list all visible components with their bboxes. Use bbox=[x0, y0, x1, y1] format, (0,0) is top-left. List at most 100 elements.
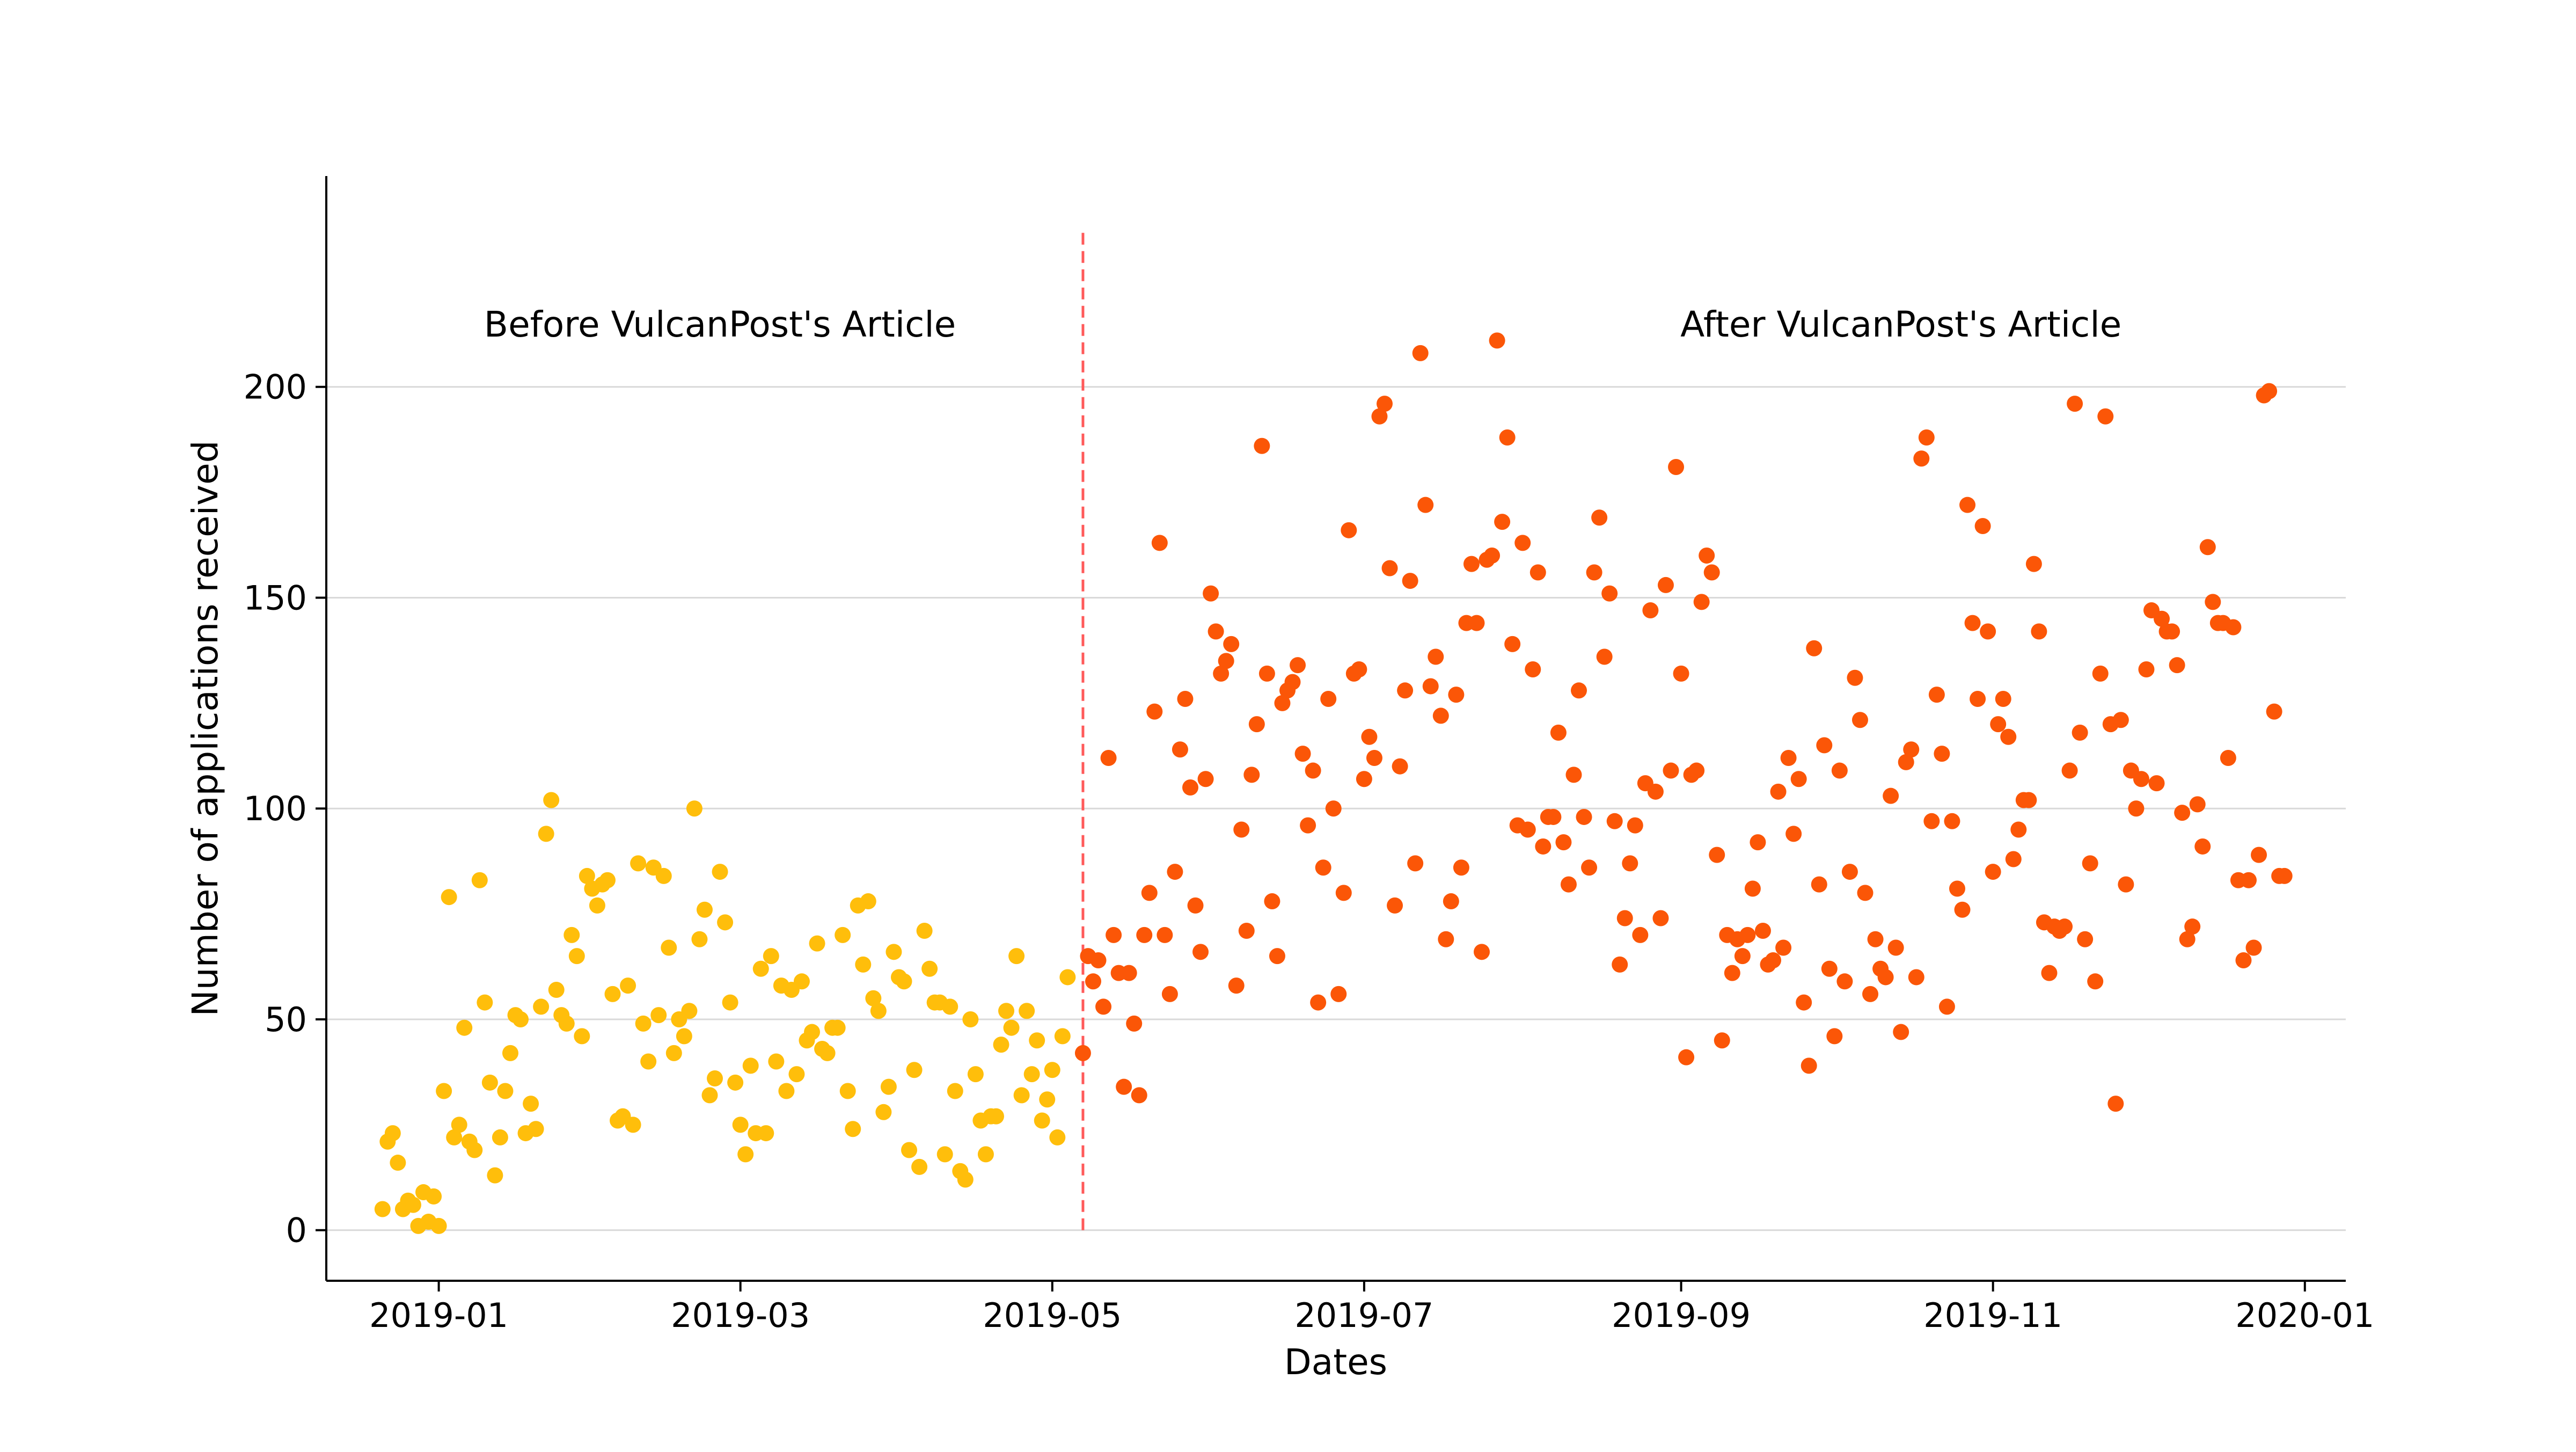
data-point-after bbox=[1223, 636, 1240, 652]
data-point-after bbox=[1893, 1024, 1909, 1040]
data-point-before bbox=[655, 867, 672, 884]
data-point-after bbox=[2184, 918, 2201, 935]
data-point-after bbox=[1126, 1015, 1143, 1032]
data-point-before bbox=[1054, 1028, 1071, 1045]
data-point-after bbox=[1622, 855, 1638, 872]
data-point-after bbox=[1903, 741, 1920, 758]
data-point-after bbox=[1412, 345, 1429, 361]
x-tick-label: 2019-05 bbox=[983, 1296, 1122, 1335]
data-point-before bbox=[947, 1083, 963, 1099]
data-point-before bbox=[696, 901, 713, 918]
data-point-before bbox=[497, 1083, 514, 1099]
data-point-after bbox=[2000, 728, 2017, 745]
data-point-after bbox=[1555, 834, 1572, 851]
data-point-after bbox=[1361, 728, 1378, 745]
data-point-after bbox=[2133, 771, 2149, 787]
data-point-after bbox=[1703, 564, 1720, 581]
data-point-before bbox=[778, 1083, 795, 1099]
data-point-before bbox=[426, 1188, 442, 1205]
data-point-after bbox=[1851, 712, 1868, 728]
data-point-after bbox=[1790, 771, 1807, 787]
data-point-after bbox=[1305, 762, 1321, 779]
data-point-after bbox=[1074, 1045, 1091, 1061]
data-point-after bbox=[2225, 619, 2242, 636]
data-point-after bbox=[1550, 724, 1567, 741]
data-point-before bbox=[599, 872, 616, 888]
data-point-before bbox=[589, 897, 605, 914]
data-point-before bbox=[763, 948, 779, 965]
data-point-before bbox=[620, 977, 636, 994]
data-point-before bbox=[1044, 1062, 1060, 1078]
data-point-before bbox=[752, 960, 769, 977]
data-point-after bbox=[1274, 695, 1291, 711]
data-point-after bbox=[1586, 564, 1602, 581]
data-point-after bbox=[1422, 678, 1439, 695]
data-point-before bbox=[661, 939, 677, 956]
data-point-after bbox=[2194, 838, 2211, 855]
data-point-after bbox=[1090, 952, 1107, 969]
data-point-after bbox=[1402, 573, 1418, 589]
data-point-after bbox=[1545, 808, 1562, 825]
data-point-after bbox=[1652, 910, 1669, 926]
data-point-before bbox=[788, 1066, 805, 1083]
annotation-before-article: Before VulcanPost's Article bbox=[484, 304, 956, 345]
data-point-before bbox=[707, 1070, 723, 1086]
data-point-before bbox=[523, 1096, 539, 1112]
data-point-before bbox=[855, 956, 872, 973]
data-point-after bbox=[1934, 746, 1950, 762]
data-point-before bbox=[384, 1125, 401, 1142]
data-point-before bbox=[441, 889, 457, 906]
data-point-after bbox=[1714, 1032, 1730, 1049]
data-point-before bbox=[1019, 1003, 1035, 1019]
data-point-after bbox=[1213, 665, 1230, 682]
data-point-after bbox=[1167, 864, 1183, 880]
data-point-after bbox=[1453, 859, 1469, 876]
data-point-after bbox=[1218, 653, 1234, 669]
data-point-after bbox=[2112, 712, 2129, 728]
data-point-after bbox=[1100, 749, 1117, 766]
data-point-after bbox=[1335, 885, 1352, 901]
data-point-before bbox=[1013, 1087, 1030, 1104]
data-point-after bbox=[1734, 948, 1751, 965]
data-point-after bbox=[2220, 749, 2236, 766]
data-point-after bbox=[2179, 931, 2196, 947]
data-point-after bbox=[1468, 615, 1485, 631]
data-point-after bbox=[1883, 787, 1899, 804]
data-point-after bbox=[2245, 939, 2262, 956]
data-point-before bbox=[870, 1003, 887, 1019]
data-point-before bbox=[430, 1217, 447, 1234]
data-point-before bbox=[885, 944, 902, 960]
data-point-before bbox=[492, 1129, 508, 1145]
data-point-after bbox=[1765, 952, 1782, 969]
data-point-before bbox=[896, 973, 912, 990]
data-point-after bbox=[1294, 746, 1311, 762]
data-point-after bbox=[1187, 897, 1204, 914]
data-point-after bbox=[1816, 737, 1833, 754]
data-point-after bbox=[1258, 665, 1275, 682]
data-point-after bbox=[1366, 749, 1382, 766]
data-point-after bbox=[1085, 973, 1101, 990]
data-point-after bbox=[2005, 851, 2022, 867]
data-point-before bbox=[957, 1171, 974, 1188]
data-point-after bbox=[1995, 691, 2011, 707]
y-tick-label: 50 bbox=[265, 1000, 307, 1039]
axis-ticks: 0 50 100 150 200 2019-01 2019-03 2019-05 2019-07… bbox=[244, 368, 2375, 1335]
data-point-after bbox=[1208, 623, 1224, 640]
data-point-after bbox=[2154, 610, 2170, 627]
data-point-after bbox=[2082, 855, 2098, 872]
data-point-after bbox=[1606, 813, 1623, 829]
data-point-after bbox=[1330, 986, 1347, 1002]
data-point-after bbox=[1290, 657, 1306, 674]
y-tick-label: 0 bbox=[286, 1211, 307, 1250]
data-point-after bbox=[1448, 687, 1465, 703]
data-point-before bbox=[650, 1007, 667, 1024]
data-point-after bbox=[1131, 1087, 1147, 1104]
data-point-before bbox=[487, 1167, 503, 1184]
data-point-after bbox=[1647, 783, 1664, 800]
data-point-after bbox=[1320, 691, 1337, 707]
data-point-after bbox=[1699, 547, 1715, 564]
data-point-after bbox=[1688, 762, 1705, 779]
data-point-before bbox=[839, 1083, 856, 1099]
data-point-before bbox=[911, 1158, 928, 1175]
data-point-after bbox=[1657, 577, 1674, 593]
